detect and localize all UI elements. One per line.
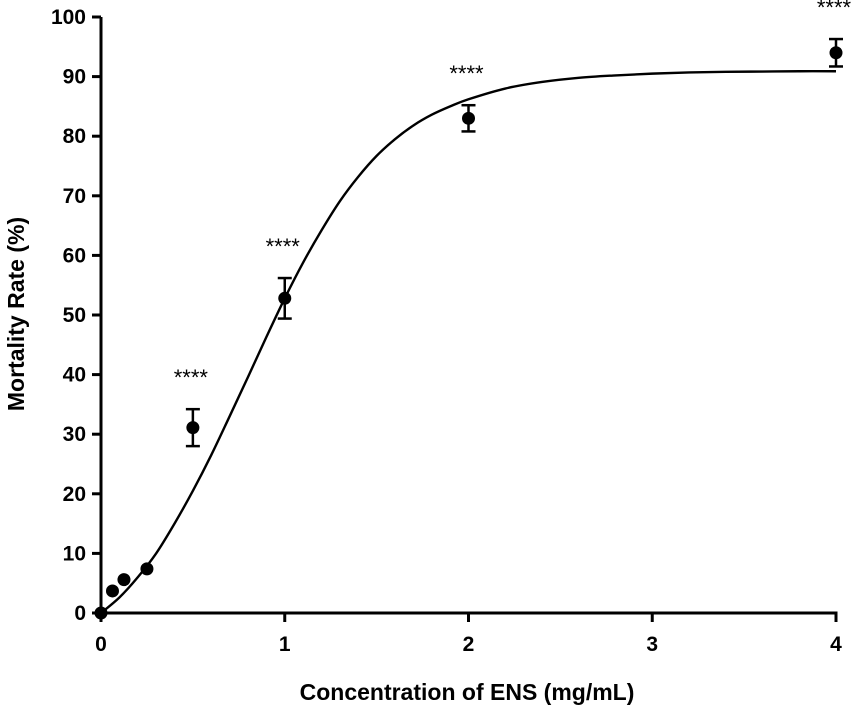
data-point	[278, 291, 292, 305]
x-tick-label: 3	[646, 633, 658, 656]
y-tick-label: 70	[63, 185, 86, 208]
y-tick-label: 40	[63, 364, 86, 387]
x-axis-title: Concentration of ENS (mg/mL)	[300, 679, 635, 705]
y-tick-label: 100	[51, 6, 86, 29]
fit-curve	[100, 70, 837, 614]
significance-label: ****	[817, 0, 852, 20]
data-point	[186, 421, 200, 435]
data-point	[94, 606, 108, 620]
y-axis-title: Mortality Rate (%)	[3, 217, 29, 411]
data-point	[462, 111, 475, 125]
x-tick-label: 1	[279, 633, 291, 656]
data-point	[105, 584, 119, 598]
y-ticks: 0 10 20 30 40 50 60 70 80 90 100	[51, 6, 101, 625]
significance-label: ****	[266, 234, 301, 259]
y-tick-label: 20	[63, 483, 86, 506]
data-point	[829, 46, 843, 60]
y-tick-label: 30	[63, 423, 86, 446]
y-tick-label: 80	[63, 125, 86, 148]
y-tick-label: 0	[74, 602, 86, 625]
y-tick-label: 10	[63, 542, 86, 565]
x-ticks: 0 1 2 3 4	[95, 613, 842, 656]
significance-label: ****	[449, 61, 484, 86]
x-tick-label: 4	[830, 633, 842, 656]
significance-label: ****	[174, 365, 209, 390]
data-point	[117, 573, 131, 587]
x-tick-label: 0	[95, 633, 107, 656]
y-tick-label: 60	[63, 244, 86, 267]
data-point	[140, 562, 154, 576]
y-tick-label: 50	[63, 304, 86, 327]
x-tick-label: 2	[463, 633, 475, 656]
data-points: **** **** **** ****	[94, 0, 852, 620]
y-tick-label: 90	[63, 66, 86, 89]
